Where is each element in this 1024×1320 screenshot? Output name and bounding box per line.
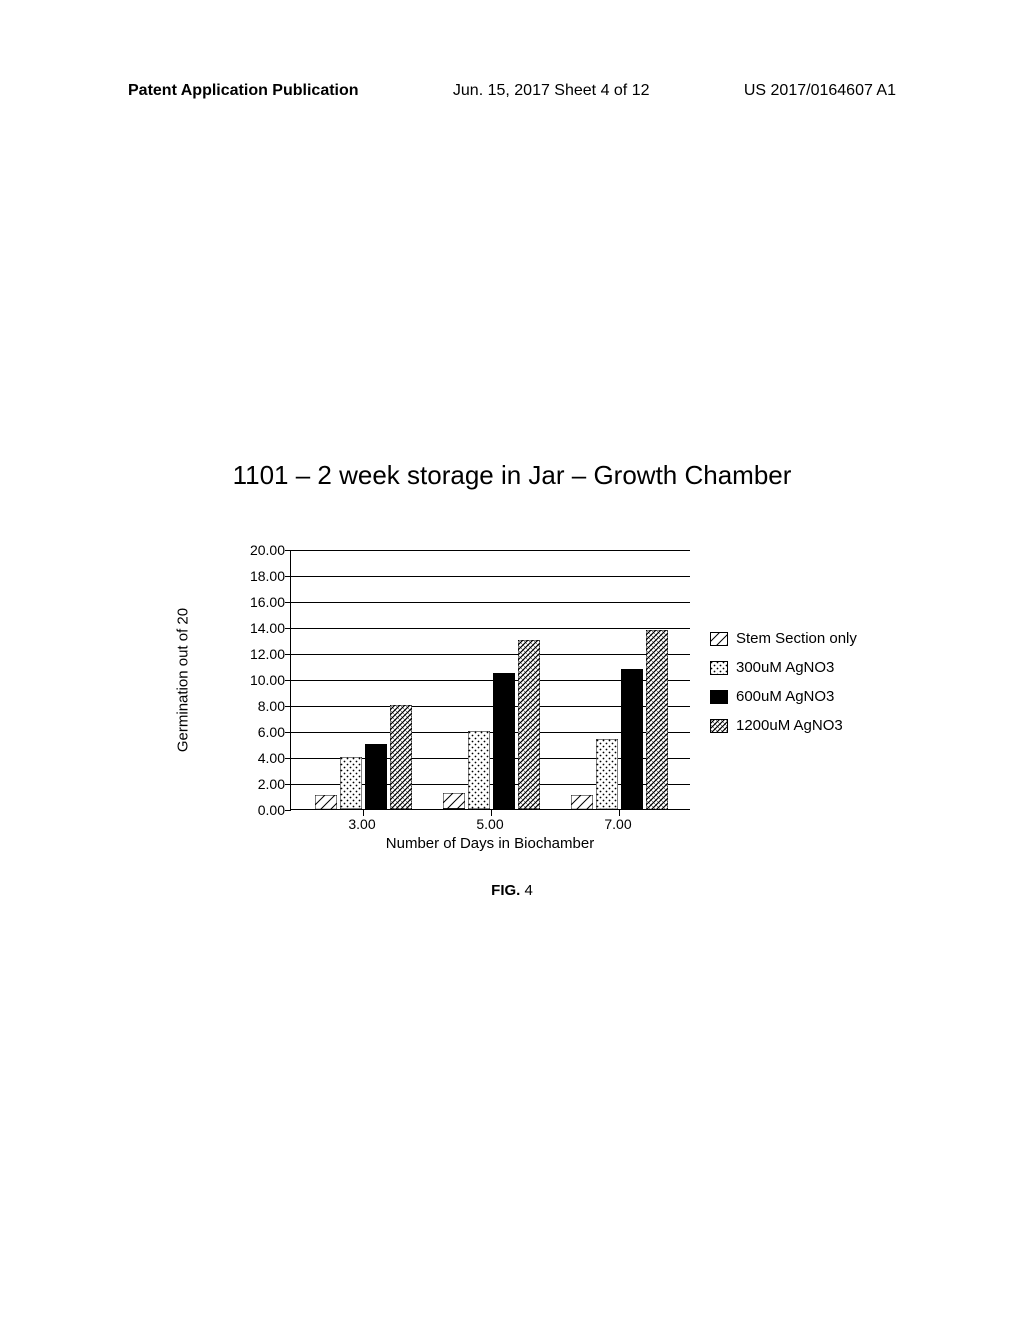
legend-item: 600uM AgNO3 [710,688,857,705]
y-tick-label: 20.00 [225,542,285,558]
y-axis-title: Germination out of 20 [175,608,192,752]
x-tick-label: 7.00 [604,816,631,832]
bar [571,795,593,809]
gridline [291,550,690,551]
legend-swatch [710,690,728,704]
gridline [291,628,690,629]
legend-item: 300uM AgNO3 [710,659,857,676]
x-tick-label: 5.00 [476,816,503,832]
y-tick-label: 0.00 [225,802,285,818]
gridline [291,576,690,577]
y-tick-label: 12.00 [225,646,285,662]
y-tick-mark [285,706,291,707]
legend: Stem Section only 300uM AgNO3 600uM AgNO3 1… [710,630,857,746]
header-left: Patent Application Publication [128,82,359,100]
legend-item: Stem Section only [710,630,857,647]
legend-swatch [710,719,728,733]
bar [365,744,387,809]
legend-label: 600uM AgNO3 [736,688,834,705]
legend-item: 1200uM AgNO3 [710,717,857,734]
y-tick-label: 2.00 [225,776,285,792]
legend-label: 300uM AgNO3 [736,659,834,676]
chart-area: Germination out of 20 Number of Days in … [185,540,885,870]
bar [468,731,490,809]
x-tick-label: 3.00 [348,816,375,832]
y-tick-label: 4.00 [225,750,285,766]
y-tick-label: 16.00 [225,594,285,610]
legend-label: 1200uM AgNO3 [736,717,843,734]
y-tick-mark [285,758,291,759]
y-tick-label: 6.00 [225,724,285,740]
y-tick-mark [285,550,291,551]
plot-box [290,550,690,810]
bar [443,793,465,809]
y-tick-mark [285,602,291,603]
y-tick-label: 14.00 [225,620,285,636]
bar [390,705,412,809]
y-tick-label: 10.00 [225,672,285,688]
bar [493,673,515,810]
y-tick-label: 18.00 [225,568,285,584]
header-mid: Jun. 15, 2017 Sheet 4 of 12 [453,82,650,100]
bar [315,795,337,809]
figure-caption: FIG. 4 [0,882,1024,899]
legend-swatch [710,632,728,646]
y-tick-mark [285,654,291,655]
y-tick-mark [285,810,291,811]
header-right: US 2017/0164607 A1 [744,82,896,100]
chart-title: 1101 – 2 week storage in Jar – Growth Ch… [0,460,1024,491]
page-header: Patent Application Publication Jun. 15, … [128,82,896,100]
bar [621,669,643,809]
y-tick-mark [285,680,291,681]
bar [596,739,618,809]
gridline [291,654,690,655]
y-tick-label: 8.00 [225,698,285,714]
y-tick-mark [285,628,291,629]
bar [646,630,668,809]
y-tick-mark [285,576,291,577]
y-tick-mark [285,732,291,733]
legend-label: Stem Section only [736,630,857,647]
bar [518,640,540,809]
figure-number: 4 [525,882,533,899]
legend-swatch [710,661,728,675]
x-axis-title: Number of Days in Biochamber [290,835,690,852]
y-tick-mark [285,784,291,785]
figure-label: FIG. [491,882,520,899]
gridline [291,602,690,603]
bar [340,757,362,809]
